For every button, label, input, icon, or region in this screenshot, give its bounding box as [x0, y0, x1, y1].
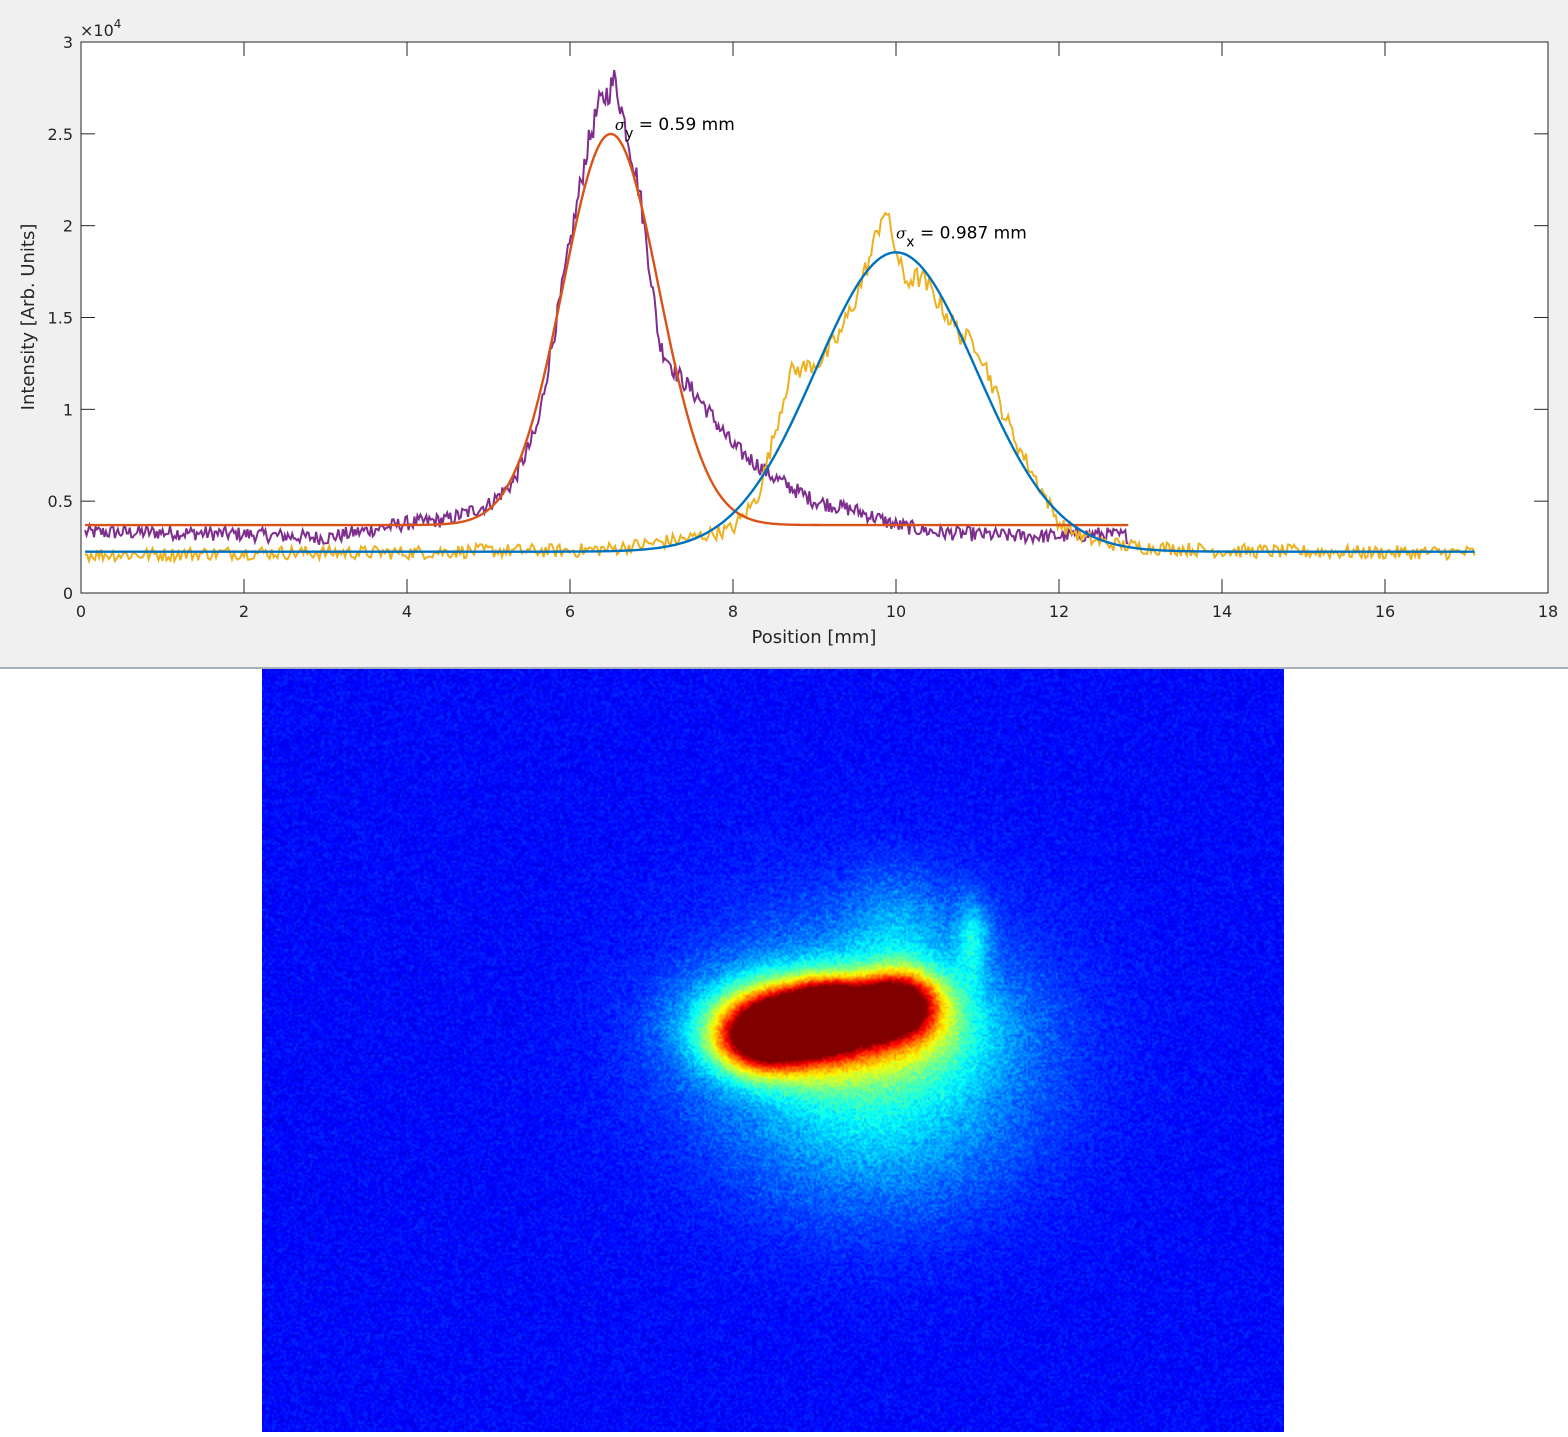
y-tick-label: 2.5: [48, 125, 73, 144]
y-tick-label: 2: [63, 217, 73, 236]
y-axis-title: Intensity [Arb. Units]: [18, 224, 39, 411]
x-tick-label: 2: [239, 602, 249, 621]
y-exponent-label: ×104: [80, 17, 121, 40]
sigma-annotation: σy = 0.59 mm: [615, 115, 735, 142]
x-fit-line: [85, 251, 1475, 553]
y-tick-label: 0.5: [48, 492, 73, 511]
x-profile-line: [84, 211, 1476, 565]
figure-panel: 0 2 4 6 8 10 12 14 16 18 0 0.5 1 1.5 2 2.5 3 σy = 0.59 m…: [0, 0, 1568, 669]
x-tick-label: 0: [76, 602, 86, 621]
series-layer: [84, 69, 1476, 565]
x-axis-title: Position [mm]: [752, 627, 877, 648]
x-tick-label: 16: [1375, 602, 1395, 621]
y-profile-line: [84, 69, 1129, 546]
x-tick-label: 18: [1538, 602, 1558, 621]
plot-area: [81, 42, 1548, 593]
sigma-annotation: σx = 0.987 mm: [896, 224, 1027, 251]
annotation-layer: σy = 0.59 mm σx = 0.987 mm: [615, 115, 1027, 250]
line-plot: 0 2 4 6 8 10 12 14 16 18 0 0.5 1 1.5 2 2.5 3 σy = 0.59 m…: [18, 17, 1559, 648]
x-tick-label: 14: [1212, 602, 1232, 621]
axes-layer: 0 2 4 6 8 10 12 14 16 18 0 0.5 1 1.5 2 2.5 3: [48, 33, 1559, 621]
x-tick-label: 6: [565, 602, 575, 621]
x-tick-label: 12: [1049, 602, 1069, 621]
x-tick-label: 8: [728, 602, 738, 621]
beam-profile-image: [262, 669, 1284, 1432]
y-fit-line: [85, 132, 1129, 527]
x-tick-label: 4: [402, 602, 412, 621]
y-tick-label: 1: [63, 400, 73, 419]
y-tick-label: 0: [63, 584, 73, 603]
y-tick-label: 3: [63, 33, 73, 52]
x-tick-label: 10: [886, 602, 906, 621]
y-tick-label: 1.5: [48, 309, 73, 328]
